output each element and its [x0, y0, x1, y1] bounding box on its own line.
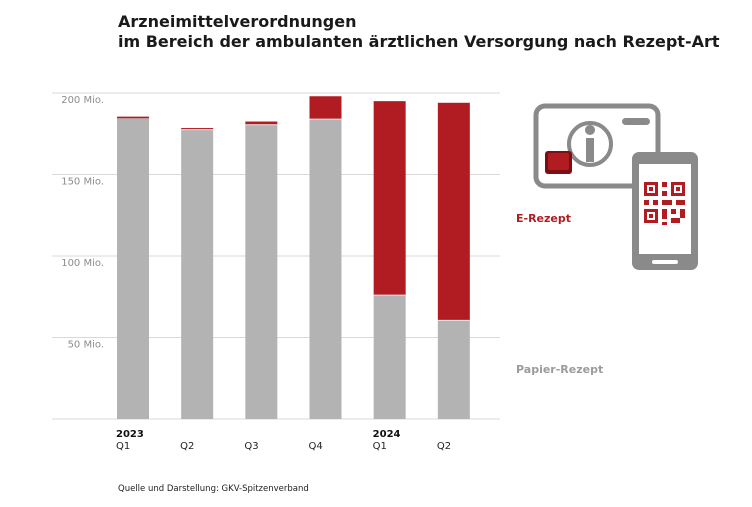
bars-layer	[117, 96, 470, 420]
bar-e-rezept	[309, 96, 342, 120]
x-year-label: 2023	[116, 429, 144, 440]
source-note: Quelle und Darstellung: GKV-Spitzenverba…	[118, 484, 309, 494]
health-insurance-card-icon	[533, 103, 661, 189]
y-tick-label: 100 Mio.	[61, 258, 104, 269]
bar-papier-rezept	[373, 295, 406, 419]
x-tick-label: Q4	[309, 441, 323, 452]
x-tick-label: Q1	[116, 441, 130, 452]
bar-papier-rezept	[245, 124, 278, 419]
y-tick-label: 200 Mio.	[61, 95, 104, 106]
bar-papier-rezept	[117, 118, 149, 419]
bar-papier-rezept	[309, 119, 342, 419]
bar-e-rezept	[117, 116, 149, 119]
bar-e-rezept	[437, 102, 470, 321]
x-tick-label: Q2	[437, 441, 451, 452]
bar-papier-rezept	[181, 129, 214, 420]
y-tick-label: 50 Mio.	[68, 340, 104, 351]
e-rezept-illustration	[533, 103, 698, 270]
bar-papier-rezept	[437, 320, 470, 419]
legend-e-rezept: E-Rezept	[516, 212, 572, 225]
x-year-label: 2024	[373, 429, 401, 440]
y-tick-label: 150 Mio.	[61, 177, 104, 188]
x-tick-label: Q1	[373, 441, 387, 452]
chart-title-line-2: im Bereich der ambulanten ärztlichen Ver…	[118, 32, 720, 51]
chart-title-line-1: Arzneimittelverordnungen	[118, 12, 357, 31]
bar-e-rezept	[373, 101, 406, 296]
x-tick-label: Q3	[244, 441, 258, 452]
legend-papier-rezept: Papier-Rezept	[516, 363, 604, 376]
bar-e-rezept	[181, 128, 214, 130]
bar-e-rezept	[245, 121, 278, 125]
smartphone-qr-code-icon	[632, 152, 698, 270]
chart-title: Arzneimittelverordnungen im Bereich der …	[118, 12, 720, 52]
x-tick-label: Q2	[180, 441, 194, 452]
